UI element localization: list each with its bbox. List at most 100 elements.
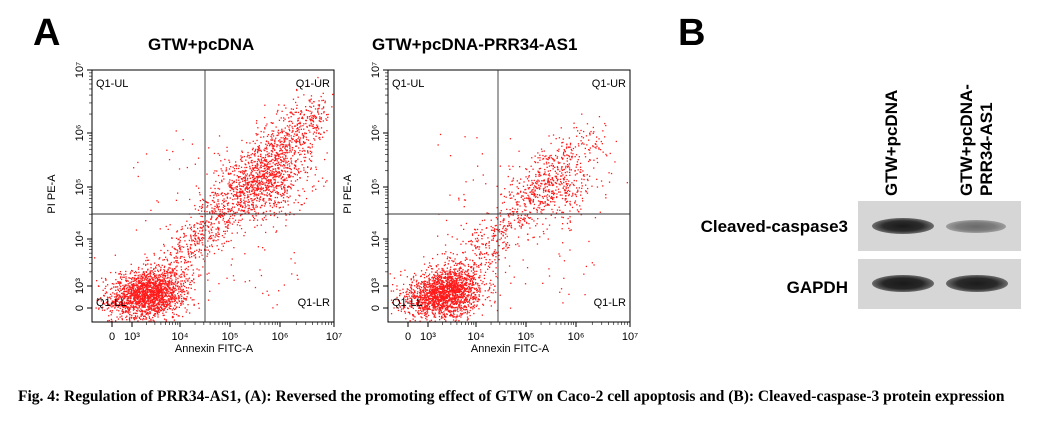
scatter-dot [261, 160, 263, 162]
scatter-dot [417, 300, 420, 303]
scatter-dot [187, 278, 189, 280]
scatter-dot [273, 174, 276, 176]
scatter-dot [456, 275, 458, 277]
scatter-dot [149, 292, 152, 294]
scatter-dot [199, 200, 201, 202]
scatter-dot [116, 300, 119, 302]
scatter-dot [307, 152, 309, 154]
scatter-dot [173, 299, 176, 301]
scatter-dot [437, 274, 439, 276]
scatter-dot [256, 188, 258, 190]
scatter-dot [139, 310, 141, 312]
scatter-dot [189, 224, 191, 226]
scatter-dot [110, 302, 112, 305]
scatter-dot [408, 311, 411, 314]
scatter-dot [162, 289, 164, 291]
scatter-dot [191, 143, 194, 145]
scatter-dot [196, 222, 198, 224]
scatter-dot [144, 295, 146, 297]
scatter-dot [277, 192, 279, 194]
scatter-dot [455, 278, 457, 280]
scatter-dot [187, 280, 189, 282]
scatter-dot [461, 313, 463, 315]
scatter-dot [269, 190, 272, 193]
scatter-dot [218, 154, 221, 156]
scatter-dot [441, 315, 443, 317]
scatter-dot [171, 279, 173, 281]
scatter-dot [248, 212, 250, 215]
scatter-dot [216, 217, 219, 219]
scatter-dot [267, 161, 269, 164]
scatter-dot [162, 299, 164, 302]
scatter-dot [227, 173, 230, 175]
scatter-dot [440, 311, 443, 313]
scatter-dot [300, 110, 302, 112]
scatter-dot [164, 307, 166, 309]
scatter-dot [168, 299, 170, 302]
scatter-dot [162, 308, 164, 310]
scatter-dot [246, 179, 249, 181]
scatter-dot [256, 161, 259, 163]
scatter-dot [271, 183, 273, 185]
scatter-dot [262, 181, 264, 183]
scatter-dot [173, 295, 175, 298]
scatter-dot [273, 205, 275, 207]
scatter-dot [155, 296, 158, 298]
scatter-dot [298, 168, 300, 170]
scatter-dot [178, 168, 181, 170]
scatter-dot [156, 290, 158, 292]
scatter-dot [215, 228, 217, 230]
scatter-dot [169, 287, 171, 289]
scatter-dot [178, 291, 180, 293]
scatter-dot [214, 236, 216, 238]
scatter-dot [164, 298, 166, 301]
scatter-dot [175, 199, 178, 201]
scatter-dot [114, 307, 116, 309]
scatter-dot [142, 290, 144, 293]
scatter-dot [313, 138, 315, 140]
scatter-dot [125, 301, 128, 304]
scatter-dot [300, 128, 302, 130]
scatter-dot [202, 258, 204, 260]
scatter-dot [189, 227, 192, 230]
scatter-dot [434, 314, 436, 316]
scatter-dot [283, 164, 285, 166]
scatter-dot [272, 145, 275, 147]
scatter-dot [190, 234, 192, 236]
scatter-dot [146, 312, 148, 314]
scatter-dot [457, 275, 459, 277]
scatter-dot [256, 167, 258, 169]
scatter-dot [440, 279, 442, 282]
scatter-dot [110, 271, 112, 274]
scatter-dot [167, 303, 169, 305]
scatter-dot [277, 181, 279, 183]
scatter-dot [186, 261, 188, 264]
scatter-dot [244, 174, 247, 176]
scatter-dot [163, 266, 165, 269]
scatter-dot [326, 152, 328, 154]
scatter-dot [168, 283, 170, 285]
scatter-dot [160, 280, 162, 282]
scatter-dot [244, 188, 246, 190]
scatter-dot [300, 125, 302, 127]
scatter-dot [219, 215, 222, 217]
scatter-dot [217, 209, 220, 211]
scatter-dot [122, 293, 124, 295]
scatter-dot [155, 307, 157, 309]
scatter-dot [132, 312, 135, 315]
scatter-dot [260, 183, 262, 185]
scatter-dot [266, 188, 268, 190]
scatter-dot [264, 182, 266, 184]
scatter-dot [128, 292, 130, 295]
scatter-dot [297, 158, 299, 160]
scatter-dot [274, 178, 276, 180]
scatter-dot [231, 214, 234, 216]
scatter-dot [166, 260, 169, 262]
scatter-dot [164, 281, 167, 284]
scatter-dot [158, 285, 160, 287]
scatter-dot [420, 275, 422, 277]
scatter-dot [320, 113, 323, 115]
scatter-dot [186, 273, 188, 276]
scatter-dot [265, 143, 267, 145]
scatter-dot [137, 287, 139, 289]
